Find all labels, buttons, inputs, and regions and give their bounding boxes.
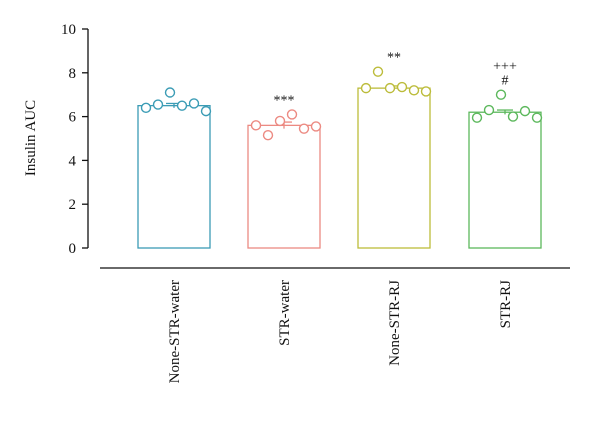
data-point [471, 112, 483, 123]
data-point [310, 121, 322, 132]
bar-1 [247, 124, 321, 249]
y-tick-label: 10 [61, 22, 76, 38]
bar-0 [137, 105, 211, 249]
bar-2 [357, 87, 431, 249]
data-point [250, 120, 262, 131]
significance-annotations: *****+++# [274, 51, 517, 109]
data-point [140, 102, 152, 114]
significance-label: # [502, 74, 509, 89]
data-point [200, 105, 212, 117]
data-point [262, 130, 274, 141]
y-tick-label: 2 [69, 197, 77, 213]
y-tick-label: 0 [69, 241, 77, 257]
data-point [408, 85, 420, 96]
data-point [286, 109, 298, 120]
data-point [420, 86, 432, 97]
y-axis: 0 2 4 6 8 10 [61, 22, 89, 257]
data-point [360, 82, 372, 94]
x-tick-label: STR-RJ [498, 280, 514, 329]
data-point [531, 112, 543, 123]
bars [137, 85, 542, 249]
y-tick-label: 8 [69, 66, 77, 82]
bar-3 [468, 111, 542, 249]
data-point [495, 89, 507, 100]
data-point [372, 66, 384, 77]
data-point [519, 105, 531, 117]
significance-label: *** [274, 93, 295, 108]
data-points [140, 66, 543, 141]
data-point [384, 82, 396, 94]
y-tick-label: 6 [69, 110, 77, 126]
x-tick-label: STR-water [277, 280, 293, 346]
data-point [298, 123, 310, 134]
data-point [164, 87, 176, 98]
data-point [396, 81, 408, 93]
data-point [483, 104, 495, 116]
data-point [176, 100, 188, 111]
y-axis-label: Insulin AUC [23, 100, 39, 176]
x-tick-label: None-STR-water [167, 280, 183, 383]
x-axis: None-STR-water STR-water None-STR-RJ STR-RJ [100, 267, 570, 383]
data-point [274, 115, 286, 127]
data-point [152, 99, 164, 110]
significance-label: ** [387, 51, 401, 66]
x-tick-label: None-STR-RJ [387, 280, 403, 366]
data-point [507, 111, 519, 122]
significance-label: +++ [493, 60, 517, 75]
data-point [188, 98, 200, 109]
y-tick-label: 4 [69, 153, 77, 169]
